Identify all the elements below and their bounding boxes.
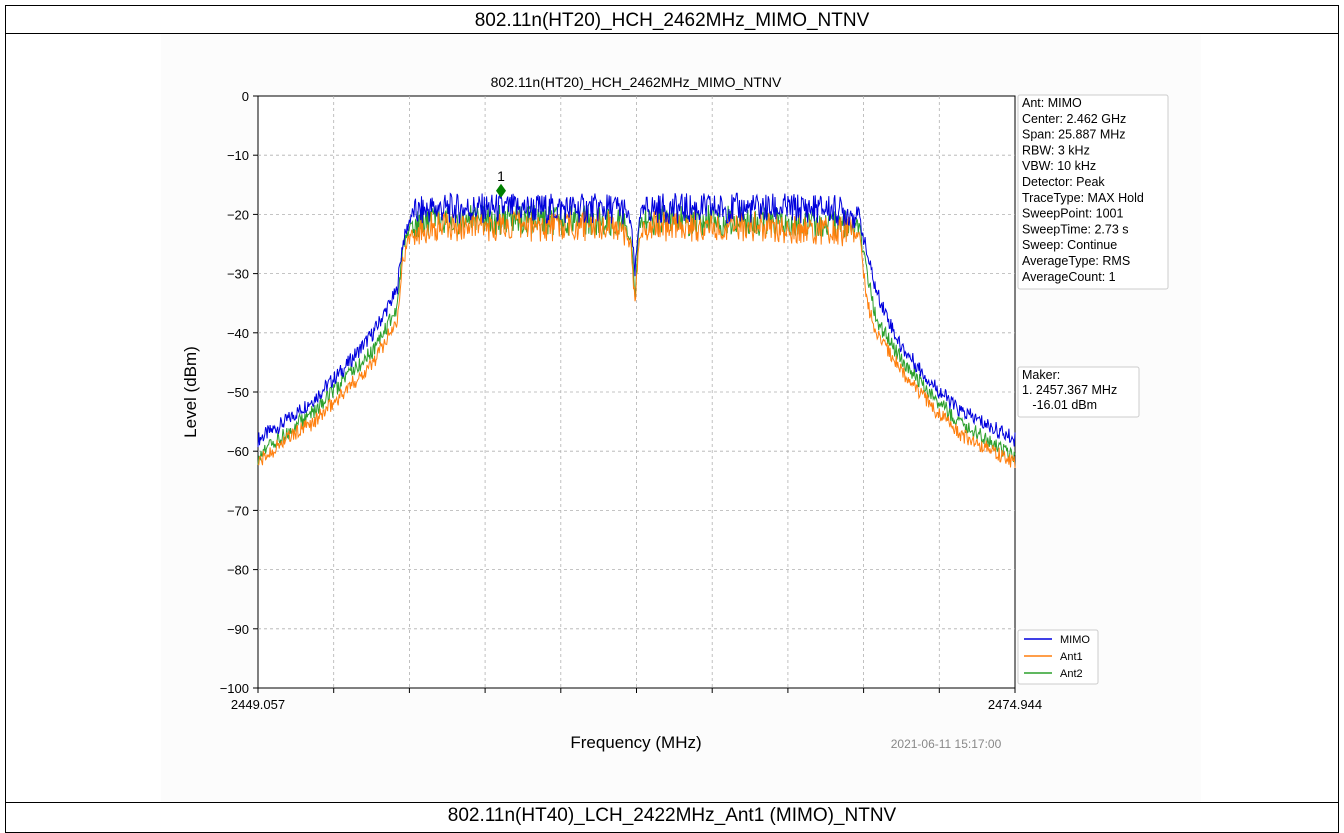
figure-cell: 0 −10 −20 −30 −40 −50 −60 −70 −80 −90 −100 2449.057…: [5, 33, 1339, 803]
y-tick-label: −20: [227, 207, 249, 222]
grid: [258, 96, 1015, 688]
marker-diamond: [496, 183, 507, 198]
y-tick-label: −60: [227, 444, 249, 459]
y-tick-label: 0: [242, 89, 249, 104]
timestamp: 2021-06-11 15:17:00: [891, 737, 1002, 751]
series-line-ant1: [257, 209, 1016, 469]
info-line: VBW: 10 kHz: [1022, 159, 1096, 173]
header-title: 802.11n(HT20)_HCH_2462MHz_MIMO_NTNV: [5, 5, 1339, 33]
series-layer: [257, 192, 1016, 469]
y-tick-label: −50: [227, 385, 249, 400]
legend-label-ant1: Ant1: [1060, 651, 1083, 663]
y-tick-label: −80: [227, 563, 249, 578]
info-line: Span: 25.887 MHz: [1022, 128, 1126, 142]
y-tick-label: −70: [227, 503, 249, 518]
legend-label-mimo: MIMO: [1060, 634, 1090, 646]
marker-box-line: Maker:: [1022, 368, 1060, 382]
marker-box-line: 1. 2457.367 MHz: [1022, 383, 1117, 397]
peak-marker: 1: [496, 168, 507, 198]
y-tick-label: −40: [227, 326, 249, 341]
info-line: Sweep: Continue: [1022, 238, 1117, 252]
info-box-frame: [1017, 94, 1169, 290]
marker-box-frame: [1017, 366, 1140, 418]
legend-frame: [1017, 629, 1099, 685]
spectrum-chart: 0 −10 −20 −30 −40 −50 −60 −70 −80 −90 −1002449.057…: [161, 34, 1201, 802]
series-line-ant2: [257, 204, 1016, 465]
legend-items: MIMO Ant1 Ant2: [1024, 634, 1090, 680]
series-line-mimo: [257, 192, 1016, 448]
x-tick-label: 2474.944: [988, 697, 1042, 712]
y-tick-label: −30: [227, 267, 249, 282]
info-line: Ant: MIMO: [1022, 96, 1082, 110]
y-tick-label: −100: [220, 681, 249, 696]
info-line: Center: 2.462 GHz: [1022, 112, 1126, 126]
x-axis-label: Frequency (MHz): [570, 733, 701, 752]
footer-title: 802.11n(HT40)_LCH_2422MHz_Ant1 (MIMO)_NT…: [5, 803, 1339, 833]
info-line: SweepPoint: 1001: [1022, 207, 1124, 221]
info-line: AverageType: RMS: [1022, 254, 1130, 268]
info-box: Ant: MIMO Center: 2.462 GHz Span: 25.887 M…: [1017, 94, 1169, 290]
axes: 0 −10 −20 −30 −40 −50 −60 −70 −80 −90 −1002449.057…: [220, 89, 1042, 712]
chart-title: 802.11n(HT20)_HCH_2462MHz_MIMO_NTNV: [491, 74, 782, 90]
legend-label-ant2: Ant2: [1060, 668, 1083, 680]
y-tick-label: −90: [227, 622, 249, 637]
info-line: RBW: 3 kHz: [1022, 143, 1090, 157]
marker-label: 1: [497, 168, 505, 184]
info-line: Detector: Peak: [1022, 175, 1105, 189]
y-tick-label: −10: [227, 148, 249, 163]
marker-box-line: -16.01 dBm: [1022, 398, 1097, 412]
info-line: SweepTime: 2.73 s: [1022, 222, 1129, 236]
info-line: TraceType: MAX Hold: [1022, 191, 1144, 205]
marker-box-lines: Maker:1. 2457.367 MHz -16.01 dBm: [1022, 368, 1117, 412]
marker-box: Maker:1. 2457.367 MHz -16.01 dBm: [1017, 366, 1140, 418]
x-tick-label: 2449.057: [231, 697, 285, 712]
legend: MIMO Ant1 Ant2: [1017, 629, 1099, 685]
info-line: AverageCount: 1: [1022, 270, 1116, 284]
y-axis-label: Level (dBm): [181, 346, 200, 438]
info-box-lines: Ant: MIMO Center: 2.462 GHz Span: 25.887 M…: [1022, 96, 1144, 284]
